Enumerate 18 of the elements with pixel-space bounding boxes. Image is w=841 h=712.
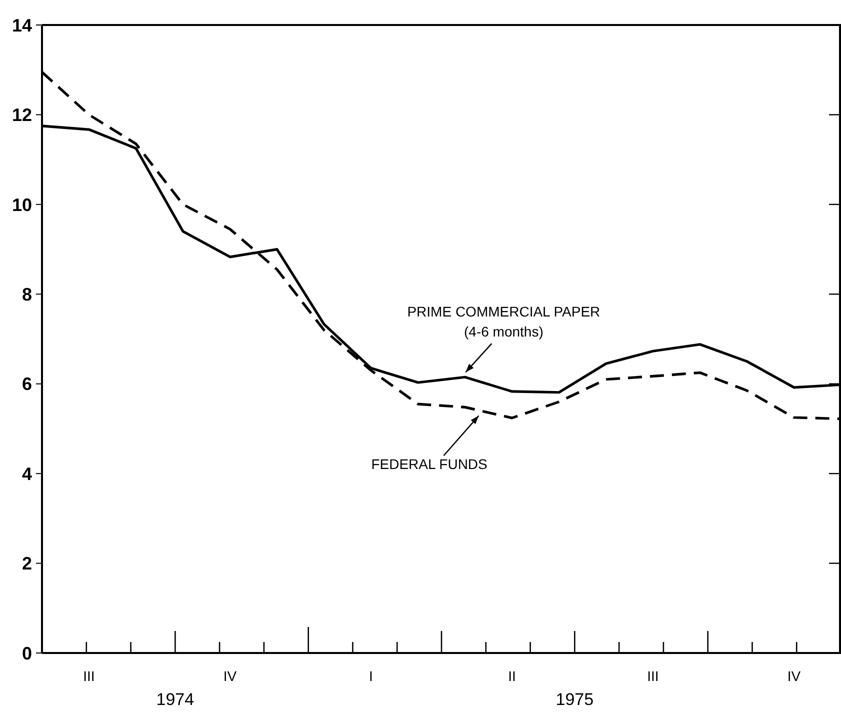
series-label: PRIME COMMERCIAL PAPER (4-6 months) bbox=[407, 304, 600, 340]
y-tick-label: 8 bbox=[22, 284, 32, 305]
x-tick-label: I bbox=[369, 668, 373, 684]
text: 1975 bbox=[556, 690, 594, 709]
y-tick-label: 12 bbox=[12, 105, 32, 126]
x-tick-label: III bbox=[647, 668, 659, 684]
y-tick-label: 4 bbox=[22, 464, 32, 484]
x-tick-label: III bbox=[83, 668, 95, 684]
x-tick-label: IV bbox=[787, 668, 802, 684]
y-tick-label: 10 bbox=[12, 194, 32, 215]
y-tick-label: 14 bbox=[12, 15, 32, 36]
text: 1974 bbox=[156, 690, 194, 709]
y-tick-label: 0 bbox=[22, 643, 32, 664]
x-tick-label: II bbox=[508, 668, 516, 684]
x-tick-label: IV bbox=[223, 668, 238, 684]
y-tick-label: 6 bbox=[22, 374, 32, 394]
y-tick-label: 2 bbox=[22, 554, 32, 574]
text: FEDERAL FUNDS bbox=[371, 456, 488, 472]
